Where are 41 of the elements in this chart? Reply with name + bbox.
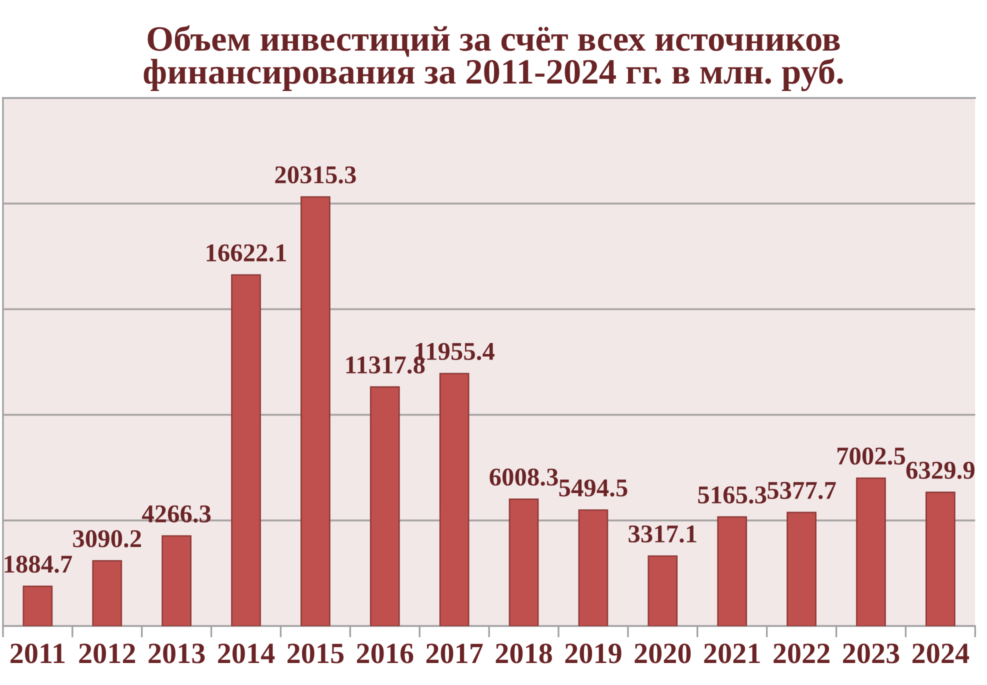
data-label: 7002.5 [838,448,906,465]
bar [717,516,748,626]
bar [439,372,470,626]
bar [648,555,678,626]
x-tick-label: 2012 [79,644,136,664]
x-tick-label: 2021 [704,644,760,664]
x-tick-label: 2013 [148,644,205,664]
data-label: 16622.1 [206,244,286,262]
x-tick-label: 2016 [356,644,414,664]
bar [578,509,608,626]
bar [786,512,816,626]
data-label: 20315.3 [275,166,356,184]
chart-title: Объем инвестиций за счёт всех источников финансирования за 2011-2024 гг. в млн. руб. [144,25,843,92]
x-tick-label: 2019 [565,644,622,664]
bar [92,560,122,626]
x-tick-label: 2024 [912,644,970,664]
data-label: 3317.1 [628,525,696,543]
bar [508,498,539,626]
data-label: 4266.3 [142,505,211,523]
x-tick-label: 2023 [843,644,900,664]
x-tick-label: 2022 [774,644,830,664]
data-label: 3090.2 [73,530,141,548]
bar [22,586,53,626]
x-tick-label: 2017 [426,644,483,664]
bar [926,492,956,626]
x-tick-label: 2011 [10,644,65,664]
data-label: 5494.5 [559,479,628,497]
data-label: 6329.9 [906,462,974,479]
bar [856,477,886,626]
data-label: 6008.3 [490,468,558,486]
x-tick-label: 2018 [496,644,552,664]
x-tick-label: 2020 [634,644,691,664]
bar [370,386,400,626]
bar [300,196,330,626]
bar [162,535,192,626]
data-label: 5377.7 [768,482,836,500]
x-tick-label: 2015 [288,644,344,664]
bar [231,274,261,626]
data-label: 5165.3 [698,486,766,504]
data-label: 1884.7 [4,556,72,573]
x-tick-label: 2014 [218,644,275,664]
